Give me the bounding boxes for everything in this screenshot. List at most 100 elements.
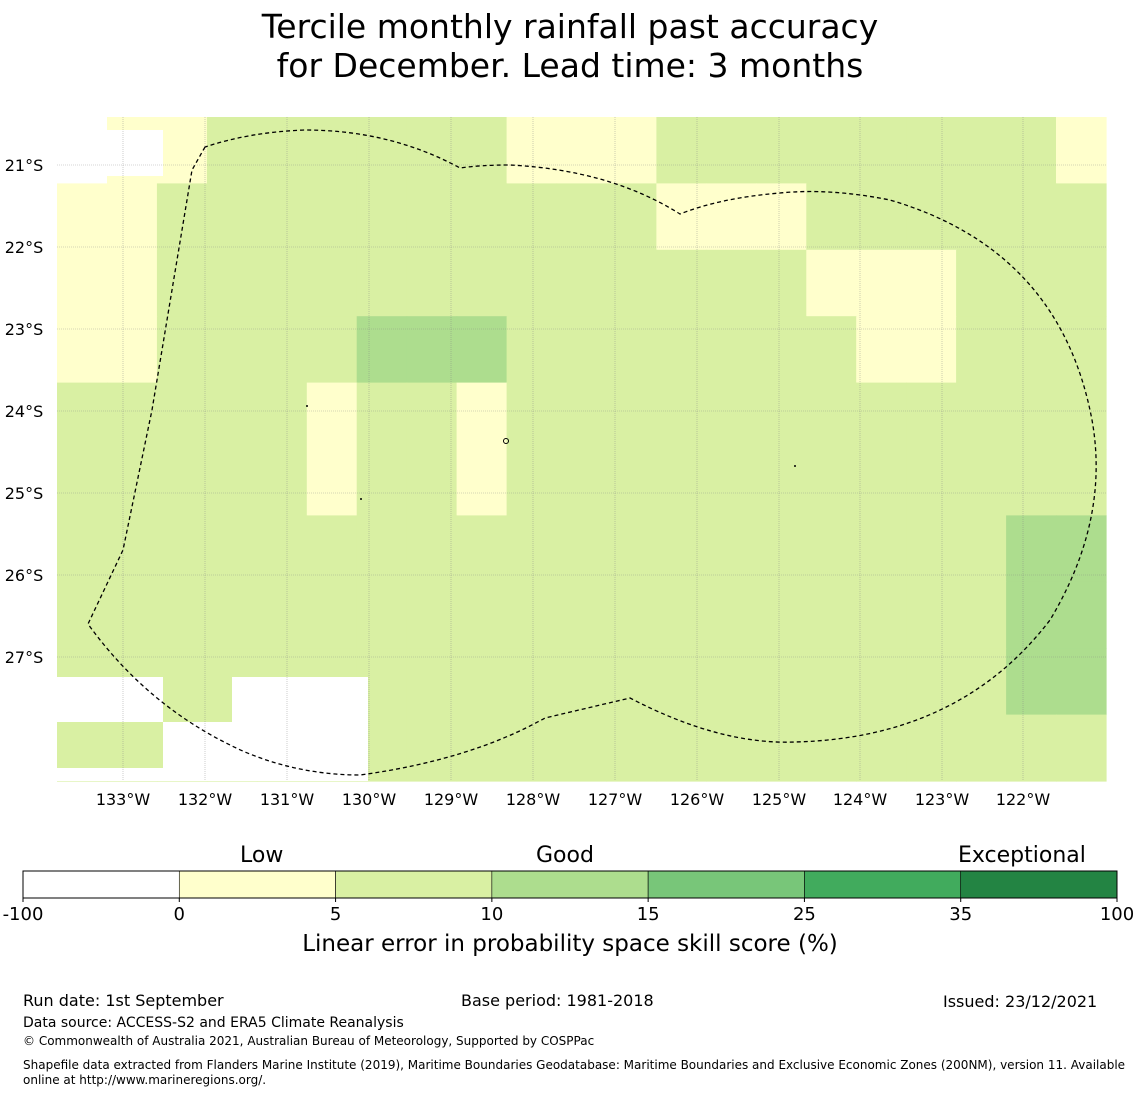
skill-cell [456,449,508,516]
skill-cell [206,449,258,516]
skill-cell [506,316,558,384]
no-data-cell [57,677,163,722]
colorbar-tick-label: 5 [330,904,341,925]
skill-cell [406,515,458,583]
skill-cell [806,382,857,450]
skill-cell [57,581,108,649]
skill-cell [206,316,258,384]
longitude-label: 126°W [670,790,725,809]
skill-cell [406,117,458,184]
skill-cell [206,581,258,649]
skill-cell [656,316,707,384]
skill-cell [856,117,907,184]
longitude-label: 133°W [96,790,151,809]
colorbar-segment [22,870,180,899]
latitude-label: 23°S [5,320,44,339]
skill-cell [306,515,358,583]
skill-cell [656,183,707,251]
skill-cell [756,249,807,317]
island-marker [360,498,362,500]
skill-cell [1056,316,1107,384]
skill-cell [506,183,558,251]
skill-cell [107,316,158,384]
colorbar-tick-label: 15 [637,904,660,925]
skill-cell [906,382,957,450]
island-marker [503,438,509,444]
longitude-label: 132°W [178,790,233,809]
skill-cell [956,249,1007,317]
skill-cell [756,382,807,450]
skill-cell [57,249,108,317]
skill-cell [1056,714,1107,782]
skill-cell [406,648,458,716]
skill-cell [806,648,857,716]
skill-cell [306,117,358,184]
colorbar-tick-label: 100 [1100,904,1134,925]
skill-cell [256,515,308,583]
skill-cell [456,714,508,782]
skill-cell [956,515,1007,583]
longitude-label: 131°W [260,790,315,809]
shapefile-credit-line2: online at http://www.marineregions.org/. [23,1073,267,1087]
skill-cell [356,449,408,516]
colorbar-tick-label: 25 [793,904,816,925]
data-source: Data source: ACCESS-S2 and ERA5 Climate … [23,1015,404,1031]
skill-cell [556,117,608,184]
skill-cell [956,382,1007,450]
map-title-line2: for December. Lead time: 3 months [276,46,864,85]
colorbar-tick-label: -100 [3,904,44,925]
skill-cell [706,117,757,184]
colorbar-tick-label: 35 [949,904,972,925]
skill-cell [1056,117,1107,184]
skill-cell [206,117,258,184]
skill-cell [606,183,658,251]
skill-cell [306,249,358,317]
skill-cell [656,581,707,649]
skill-cell [306,316,358,384]
skill-cell [556,249,608,317]
skill-cell [306,449,358,516]
skill-cell [456,316,508,384]
skill-cell [706,449,757,516]
skill-cell [806,449,857,516]
skill-cell [806,183,857,251]
skill-cell [206,382,258,450]
skill-cell [406,249,458,317]
colorbar-segment [960,870,1118,899]
skill-cell [956,449,1007,516]
longitude-label: 124°W [833,790,888,809]
skill-cell [606,515,658,583]
skill-cell [856,449,907,516]
skill-cell [107,183,158,251]
skill-cell [256,382,308,450]
skill-cell [256,117,308,184]
skill-cell [156,117,208,184]
colorbar-segment [335,870,493,899]
longitude-label: 130°W [342,790,397,809]
skill-cell [306,183,358,251]
skill-cell [756,117,807,184]
skill-cell [1006,249,1057,317]
latitude-label: 25°S [5,484,44,503]
skill-cell [356,515,408,583]
no-data-cell [57,768,232,781]
skill-cell [506,117,558,184]
skill-cell [1006,382,1057,450]
skill-cell [506,515,558,583]
longitude-label: 122°W [996,790,1051,809]
skill-cell [156,581,208,649]
skill-cell [806,581,857,649]
skill-cell [206,249,258,317]
skill-cell [406,183,458,251]
skill-cell [1006,316,1057,384]
no-data-cell [232,677,368,781]
skill-cell [1056,648,1107,716]
skill-cell [756,316,807,384]
latitude-label: 27°S [5,648,44,667]
latitude-label: 26°S [5,566,44,585]
skill-cell [706,648,757,716]
skill-cell [57,449,108,516]
skill-cell [656,449,707,516]
skill-cell [1006,581,1057,649]
skill-cell [506,714,558,782]
